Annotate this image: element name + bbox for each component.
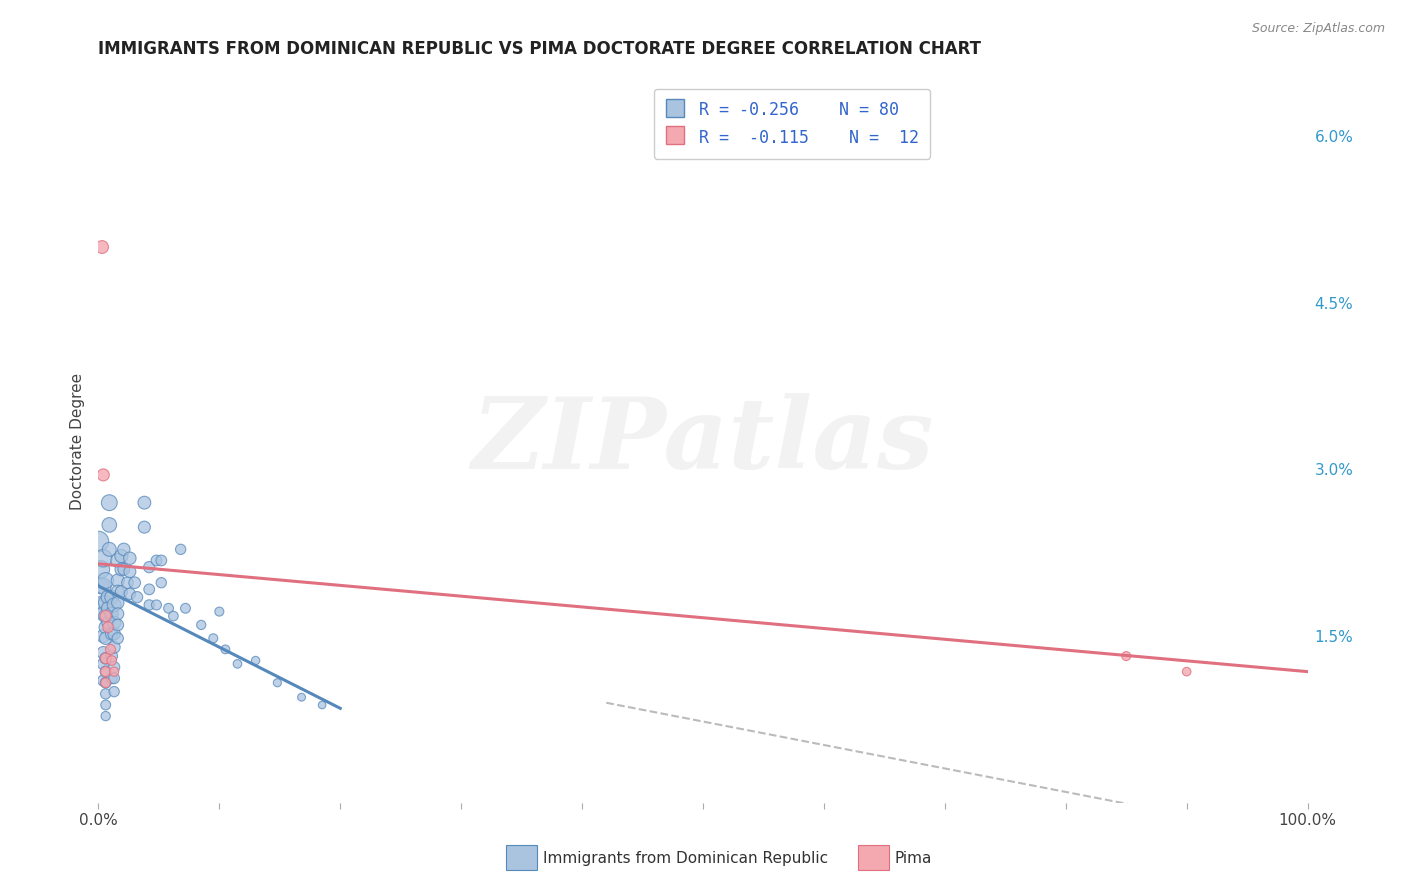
Point bbox=[100, 671, 122, 685]
Point bbox=[118, 551, 141, 566]
Point bbox=[162, 609, 184, 624]
Point bbox=[110, 562, 132, 576]
Point bbox=[110, 549, 132, 563]
Point bbox=[91, 240, 114, 254]
Point bbox=[91, 629, 114, 643]
Point bbox=[127, 590, 149, 604]
Point bbox=[138, 598, 160, 612]
Point bbox=[103, 660, 125, 674]
Point bbox=[94, 665, 117, 679]
Point bbox=[107, 596, 129, 610]
Point bbox=[94, 687, 117, 701]
Point bbox=[94, 574, 117, 588]
Point bbox=[91, 596, 114, 610]
Point bbox=[97, 590, 120, 604]
Text: ZIPatlas: ZIPatlas bbox=[472, 393, 934, 490]
Point bbox=[87, 534, 110, 549]
Point bbox=[107, 553, 129, 567]
Point bbox=[100, 627, 122, 641]
Point bbox=[1175, 665, 1198, 679]
Text: IMMIGRANTS FROM DOMINICAN REPUBLIC VS PIMA DOCTORATE DEGREE CORRELATION CHART: IMMIGRANTS FROM DOMINICAN REPUBLIC VS PI… bbox=[98, 40, 981, 58]
Point bbox=[138, 560, 160, 574]
Point bbox=[110, 584, 132, 599]
Point bbox=[107, 584, 129, 599]
Point bbox=[118, 587, 141, 601]
Point bbox=[94, 632, 117, 646]
Text: Pima: Pima bbox=[894, 851, 932, 865]
Point bbox=[150, 553, 173, 567]
Point bbox=[124, 575, 146, 590]
Point bbox=[94, 620, 117, 634]
Point bbox=[107, 618, 129, 632]
Point bbox=[94, 596, 117, 610]
Point bbox=[103, 598, 125, 612]
Point bbox=[97, 620, 120, 634]
Point bbox=[100, 653, 122, 667]
Point bbox=[91, 646, 114, 660]
Point bbox=[107, 607, 129, 621]
Point bbox=[145, 598, 167, 612]
Point bbox=[112, 542, 135, 557]
Point bbox=[226, 657, 249, 671]
Point bbox=[94, 651, 117, 665]
Point bbox=[103, 684, 125, 698]
Point bbox=[100, 590, 122, 604]
Point bbox=[214, 642, 236, 657]
Point bbox=[91, 657, 114, 671]
Point bbox=[98, 496, 121, 510]
Point bbox=[311, 698, 333, 712]
Point bbox=[103, 671, 125, 685]
Point bbox=[91, 467, 114, 482]
Text: Source: ZipAtlas.com: Source: ZipAtlas.com bbox=[1251, 22, 1385, 36]
Point bbox=[103, 665, 125, 679]
Point bbox=[118, 565, 141, 579]
Point bbox=[107, 574, 129, 588]
Point bbox=[91, 673, 114, 688]
Point bbox=[103, 627, 125, 641]
Point bbox=[97, 615, 120, 630]
Legend: R = -0.256    N = 80, R =  -0.115    N =  12: R = -0.256 N = 80, R = -0.115 N = 12 bbox=[654, 88, 931, 159]
Point bbox=[94, 675, 117, 690]
Point bbox=[91, 607, 114, 621]
Point bbox=[91, 551, 114, 566]
Point bbox=[202, 632, 225, 646]
Point bbox=[94, 609, 117, 624]
Point bbox=[145, 553, 167, 567]
Point bbox=[94, 665, 117, 679]
Point bbox=[90, 579, 112, 593]
Point bbox=[98, 517, 121, 532]
Point bbox=[169, 542, 191, 557]
Point bbox=[94, 651, 117, 665]
Point bbox=[94, 609, 117, 624]
Point bbox=[150, 575, 173, 590]
Point bbox=[208, 605, 231, 619]
Point bbox=[107, 632, 129, 646]
Point bbox=[94, 698, 117, 712]
Point bbox=[100, 642, 122, 657]
Text: Immigrants from Dominican Republic: Immigrants from Dominican Republic bbox=[543, 851, 828, 865]
Point bbox=[174, 601, 197, 615]
Point bbox=[190, 618, 212, 632]
Point bbox=[112, 562, 135, 576]
Point bbox=[90, 562, 112, 576]
Point bbox=[157, 601, 180, 615]
Point bbox=[97, 601, 120, 615]
Point bbox=[134, 496, 156, 510]
Point bbox=[98, 542, 121, 557]
Point bbox=[94, 675, 117, 690]
Point bbox=[94, 709, 117, 723]
Point bbox=[103, 640, 125, 655]
Point bbox=[100, 607, 122, 621]
Point bbox=[245, 653, 267, 667]
Y-axis label: Doctorate Degree: Doctorate Degree bbox=[69, 373, 84, 510]
Point bbox=[117, 575, 139, 590]
Point bbox=[138, 582, 160, 597]
Point bbox=[91, 579, 114, 593]
Point bbox=[103, 615, 125, 630]
Point bbox=[290, 690, 312, 705]
Point bbox=[266, 675, 288, 690]
Point bbox=[134, 520, 156, 534]
Point bbox=[100, 649, 122, 664]
Point bbox=[1115, 649, 1137, 664]
